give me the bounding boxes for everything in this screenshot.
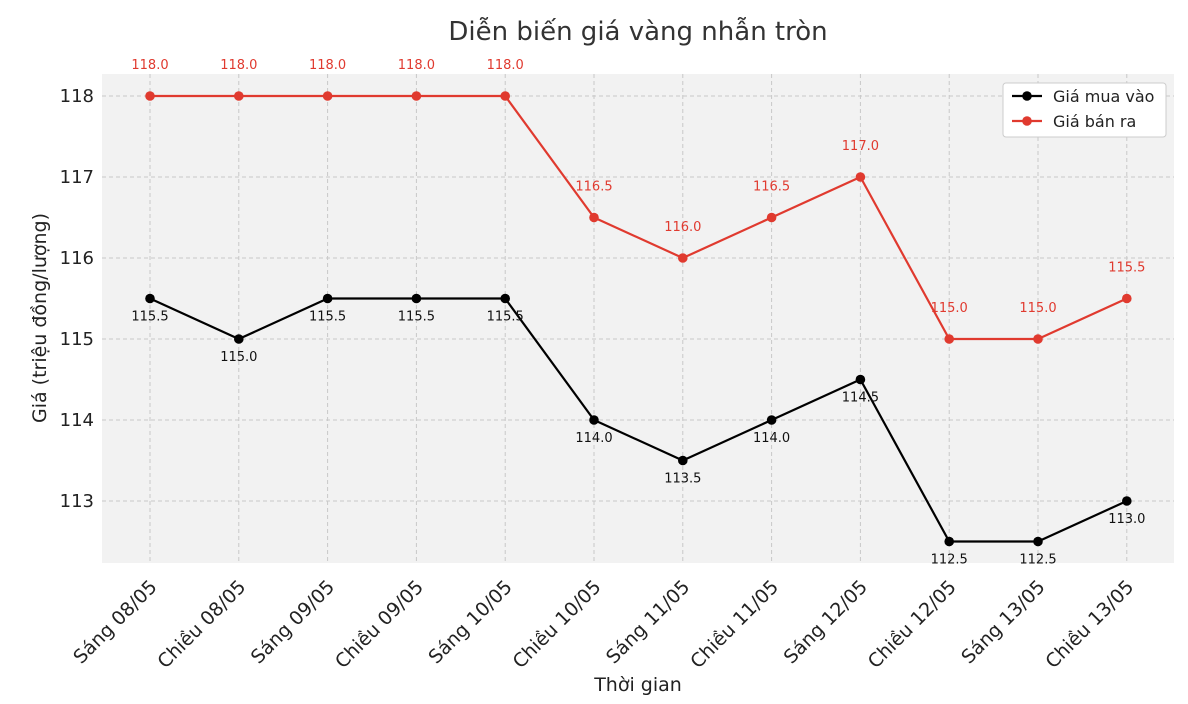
data-point-sell	[145, 91, 155, 101]
data-point-buy	[145, 293, 155, 304]
data-label-sell: 116.0	[664, 220, 701, 235]
x-tick-label: Sáng 10/05	[424, 576, 516, 668]
data-point-sell	[589, 212, 599, 223]
y-tick-label: 114	[60, 410, 94, 431]
legend: Giá mua vào Giá bán ra	[1002, 82, 1167, 138]
x-axis-label: Thời gian	[593, 674, 682, 696]
data-label-layer: 115.5 115.0 115.5 115.5 115.5 114.0 113.5 114.0…	[131, 58, 1145, 568]
series-layer	[145, 91, 1132, 547]
x-tick-label: Chiều 10/05	[509, 576, 606, 673]
data-label-sell: 115.5	[1108, 261, 1145, 276]
data-label-buy: 115.5	[487, 310, 524, 325]
series-line-buy	[149, 297, 1128, 543]
data-label-sell: 118.0	[131, 58, 168, 73]
data-label-sell: 118.0	[398, 58, 435, 73]
data-point-sell	[1122, 293, 1132, 304]
x-tick-label: Chiều 09/05	[331, 576, 428, 673]
data-label-buy: 114.0	[753, 431, 790, 446]
x-tick-label: Chiều 13/05	[1041, 576, 1138, 673]
data-label-buy: 113.0	[1108, 512, 1145, 527]
data-point-buy	[322, 293, 333, 304]
data-point-sell	[500, 91, 511, 101]
y-tick-label: 117	[60, 167, 94, 188]
data-label-buy: 115.5	[131, 310, 168, 325]
data-label-buy: 112.5	[1019, 553, 1056, 568]
data-label-sell: 117.0	[842, 139, 879, 154]
data-point-sell	[411, 91, 422, 101]
grid	[102, 74, 1174, 563]
x-tick-label: Chiều 12/05	[864, 576, 961, 673]
data-point-buy	[855, 374, 866, 385]
data-label-sell: 118.0	[309, 58, 346, 73]
data-point-sell	[234, 91, 244, 101]
data-label-sell: 116.5	[753, 180, 790, 195]
legend-buy-label: Giá mua vào	[1053, 87, 1154, 106]
plot-area	[102, 74, 1174, 563]
data-label-buy: 115.5	[309, 310, 346, 325]
data-label-buy: 115.0	[220, 350, 257, 365]
x-tick-label: Chiều 11/05	[686, 576, 783, 673]
data-point-buy	[234, 334, 244, 344]
data-point-buy	[766, 415, 777, 425]
data-label-buy: 114.5	[842, 391, 879, 406]
legend-box	[1002, 82, 1167, 138]
x-tick-label: Sáng 13/05	[957, 576, 1049, 668]
x-tick-label: Sáng 09/05	[247, 576, 339, 668]
data-label-sell: 115.0	[931, 301, 968, 316]
y-tick-label: 113	[60, 491, 94, 512]
x-tick-label: Chiều 08/05	[153, 576, 250, 673]
data-label-sell: 116.5	[575, 180, 612, 195]
data-label-sell: 118.0	[220, 58, 257, 73]
data-point-sell	[1033, 334, 1043, 344]
data-point-buy	[411, 293, 422, 304]
chart-title: Diễn biến giá vàng nhẫn tròn	[448, 16, 827, 47]
data-label-buy: 112.5	[931, 553, 968, 568]
data-point-buy	[589, 415, 599, 425]
data-point-sell	[678, 253, 688, 263]
legend-sell-marker	[1022, 116, 1032, 126]
y-tick-label: 118	[60, 86, 94, 107]
data-point-sell	[944, 334, 954, 344]
data-point-buy	[678, 455, 688, 466]
y-tick-label: 116	[60, 248, 94, 269]
legend-sell-label: Giá bán ra	[1053, 112, 1136, 131]
data-label-sell: 115.0	[1019, 301, 1056, 316]
data-point-buy	[944, 536, 954, 547]
series-line-sell	[150, 94, 1128, 341]
data-point-sell	[766, 212, 777, 223]
x-tick-label: Sáng 08/05	[69, 576, 161, 668]
y-tick-label: 115	[60, 329, 94, 350]
y-axis-ticks: 113 114 115 116 117 118	[60, 86, 94, 512]
data-point-buy	[500, 293, 511, 304]
data-label-buy: 113.5	[664, 472, 701, 487]
data-label-sell: 118.0	[487, 58, 524, 73]
legend-buy-marker	[1022, 91, 1032, 101]
y-axis-label: Giá (triệu đồng/lượng)	[29, 213, 51, 423]
data-point-sell	[322, 91, 333, 101]
data-point-sell	[855, 172, 866, 182]
data-point-buy	[1122, 496, 1132, 506]
data-label-buy: 114.0	[575, 431, 612, 446]
data-point-buy	[1033, 536, 1043, 547]
data-label-buy: 115.5	[398, 310, 435, 325]
x-tick-label: Sáng 12/05	[780, 576, 872, 668]
x-tick-label: Sáng 11/05	[602, 576, 694, 668]
